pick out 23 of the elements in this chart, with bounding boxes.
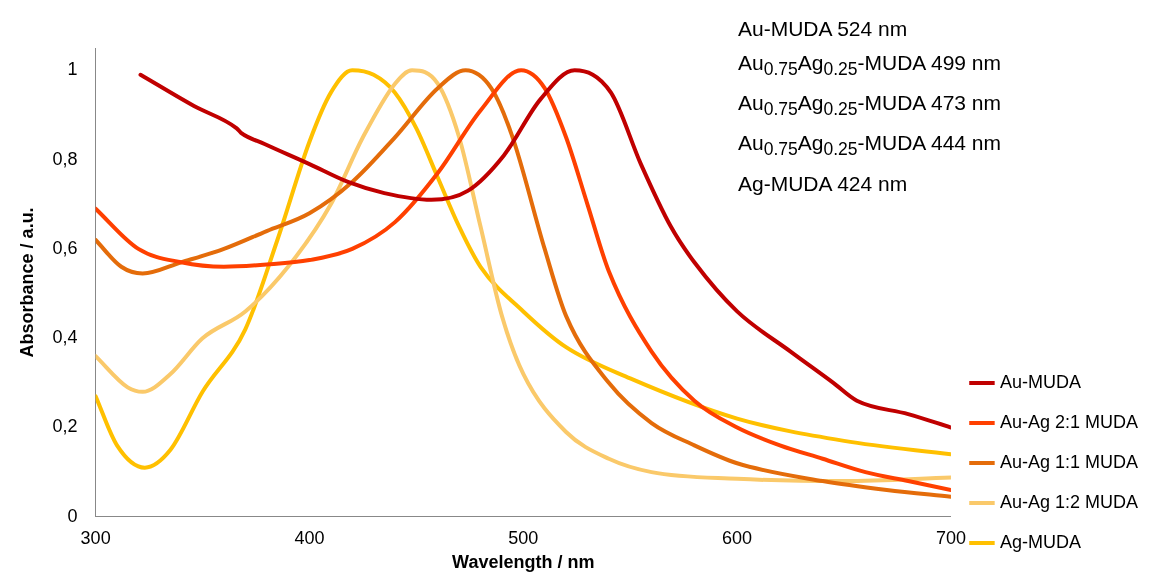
y-tick-label: 0,6	[52, 237, 78, 258]
annotation: Au$_{0.75}$Ag$_{0.25}$-MUDA 499 nm	[738, 50, 1002, 82]
x-tick-label: 500	[508, 527, 539, 548]
annotation: Ag-MUDA 424 nm	[738, 170, 909, 197]
legend-label: Ag-MUDA	[999, 531, 1081, 552]
y-tick-label: 1	[67, 59, 78, 80]
legend-label: Au-Ag 2:1 MUDA	[999, 411, 1139, 432]
x-tick-label: 300	[80, 527, 111, 548]
legend-label: Au-Ag 1:2 MUDA	[999, 491, 1139, 512]
x-axis-title: Wavelength / nm	[452, 552, 595, 573]
annotation: Au$_{0.75}$Ag$_{0.25}$-MUDA 444 nm	[738, 130, 1002, 162]
y-tick-label: 0,2	[52, 416, 78, 437]
x-tick-label: 600	[722, 527, 753, 548]
y-tick-label: 0,4	[52, 327, 78, 348]
legend-label: Au-MUDA	[999, 371, 1081, 392]
y-axis-title: Absorbance / a.u.	[16, 207, 37, 358]
legend-label: Au-Ag 1:1 MUDA	[999, 451, 1139, 472]
y-tick-label: 0	[67, 505, 78, 526]
annotation: Au$_{0.75}$Ag$_{0.25}$-MUDA 473 nm	[738, 90, 1002, 122]
y-tick-label: 0,8	[52, 148, 78, 169]
x-tick-label: 700	[935, 527, 966, 548]
x-tick-label: 400	[294, 527, 325, 548]
text: Au-MUDA 524 nm	[738, 16, 909, 42]
